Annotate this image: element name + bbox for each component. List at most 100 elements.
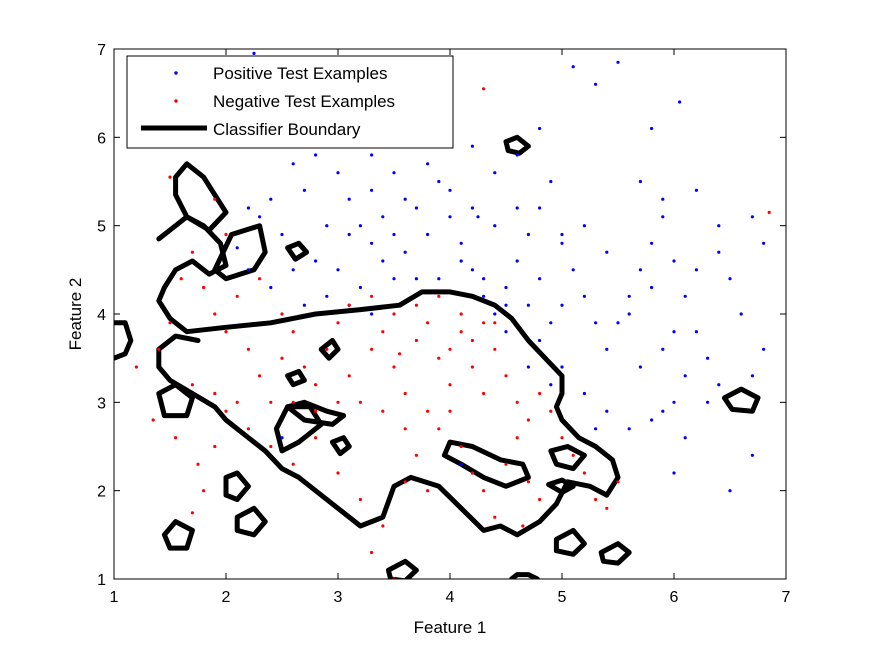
legend-box bbox=[126, 55, 454, 149]
positive-example-point bbox=[616, 321, 620, 325]
positive-example-point bbox=[437, 277, 441, 281]
positive-example-point bbox=[314, 259, 318, 263]
positive-example-point bbox=[302, 188, 306, 192]
positive-example-point bbox=[476, 215, 480, 219]
negative-example-point bbox=[414, 303, 418, 307]
positive-example-point bbox=[504, 303, 508, 307]
legend-boundary-label: Classifier Boundary bbox=[213, 120, 361, 139]
negative-example-point bbox=[392, 312, 396, 316]
positive-example-point bbox=[370, 188, 374, 192]
positive-example-point bbox=[246, 206, 250, 210]
negative-example-point bbox=[190, 383, 194, 387]
x-tick-label: 5 bbox=[558, 589, 567, 606]
negative-example-point bbox=[459, 312, 463, 316]
y-tick-label: 7 bbox=[97, 42, 106, 59]
positive-example-point bbox=[459, 241, 463, 245]
positive-example-point bbox=[370, 153, 374, 157]
classifier-boundary-segment bbox=[598, 541, 632, 566]
positive-example-point bbox=[627, 312, 631, 316]
x-tick-label: 1 bbox=[110, 589, 119, 606]
negative-example-point bbox=[482, 391, 486, 396]
positive-example-point bbox=[470, 206, 474, 210]
negative-example-point bbox=[314, 409, 318, 413]
x-axis-label: Feature 1 bbox=[414, 618, 487, 637]
positive-example-point bbox=[750, 453, 755, 457]
y-tick-label: 1 bbox=[97, 572, 106, 589]
classifier-boundary-segment bbox=[161, 519, 195, 551]
positive-example-point bbox=[336, 268, 340, 272]
legend: Positive Test Examples Negative Test Exa… bbox=[126, 55, 454, 149]
positive-example-point bbox=[549, 321, 553, 325]
positive-example-point bbox=[683, 294, 687, 298]
negative-example-point bbox=[202, 285, 206, 290]
positive-example-point bbox=[717, 224, 721, 228]
negative-example-point bbox=[437, 356, 441, 360]
ticks-layer: 1 2 3 4 5 6 7 1 2 3 4 5 6 7 bbox=[97, 42, 790, 606]
positive-example-point bbox=[661, 409, 665, 413]
negative-example-point bbox=[414, 338, 418, 343]
positive-example-point bbox=[571, 268, 575, 272]
legend-negative-marker bbox=[174, 99, 178, 103]
positive-example-point bbox=[706, 356, 710, 360]
negative-example-point bbox=[213, 444, 217, 449]
negative-example-point bbox=[538, 391, 542, 396]
negative-example-point bbox=[347, 303, 351, 307]
positive-example-point bbox=[370, 312, 374, 316]
positive-example-point bbox=[650, 418, 654, 422]
negative-example-point bbox=[470, 365, 474, 369]
classifier-boundary-segment bbox=[546, 477, 576, 495]
y-tick-label: 5 bbox=[97, 219, 106, 236]
negative-example-point bbox=[448, 409, 452, 413]
classifier-boundary-segment bbox=[385, 558, 419, 579]
positive-example-point bbox=[582, 224, 587, 228]
positive-example-point bbox=[549, 383, 553, 387]
negative-example-point bbox=[398, 352, 402, 356]
positive-example-point bbox=[706, 400, 710, 404]
positive-example-point bbox=[325, 294, 329, 298]
negative-example-point bbox=[392, 365, 396, 369]
negative-example-point bbox=[381, 524, 385, 528]
legend-positive-marker bbox=[174, 71, 178, 75]
positive-example-point bbox=[717, 250, 721, 254]
classifier-boundary-segment bbox=[223, 470, 251, 502]
negative-example-point bbox=[616, 480, 620, 484]
positive-example-point bbox=[437, 179, 441, 184]
negative-example-point bbox=[459, 330, 463, 334]
classifier-boundary-segment bbox=[318, 338, 341, 361]
positive-example-point bbox=[661, 197, 665, 201]
negative-example-point bbox=[202, 489, 206, 493]
negative-example-point bbox=[196, 462, 200, 466]
x-tick-label: 2 bbox=[222, 589, 231, 606]
negative-example-point bbox=[134, 365, 138, 369]
y-tick-label: 2 bbox=[97, 484, 106, 501]
boundary-layer bbox=[114, 134, 761, 579]
negative-example-point bbox=[381, 330, 385, 334]
negative-example-point bbox=[448, 347, 452, 351]
positive-example-point bbox=[493, 224, 497, 228]
positive-example-point bbox=[538, 206, 542, 210]
positive-example-point bbox=[347, 197, 351, 201]
positive-example-point bbox=[672, 330, 676, 334]
negative-example-point bbox=[168, 321, 172, 325]
positive-example-point bbox=[482, 294, 486, 298]
positive-example-point bbox=[638, 365, 643, 369]
negative-example-point bbox=[426, 321, 430, 325]
classifier-boundary-segment bbox=[503, 134, 531, 156]
positive-example-point bbox=[627, 294, 631, 298]
negative-example-point bbox=[470, 338, 474, 343]
negative-example-point bbox=[538, 497, 542, 502]
positive-example-point bbox=[650, 285, 654, 290]
negative-example-point bbox=[336, 471, 340, 475]
negative-example-point bbox=[482, 321, 486, 325]
positive-example-point bbox=[694, 330, 699, 334]
negative-example-point bbox=[470, 471, 474, 475]
negative-example-point bbox=[521, 524, 525, 528]
positive-example-point bbox=[694, 188, 699, 192]
negative-example-point bbox=[314, 436, 318, 440]
points-layer bbox=[134, 51, 771, 579]
positive-example-point bbox=[493, 171, 497, 175]
positive-example-point bbox=[314, 153, 318, 157]
negative-example-point bbox=[179, 277, 183, 281]
negative-example-point bbox=[213, 391, 217, 396]
positive-example-point bbox=[258, 215, 262, 219]
